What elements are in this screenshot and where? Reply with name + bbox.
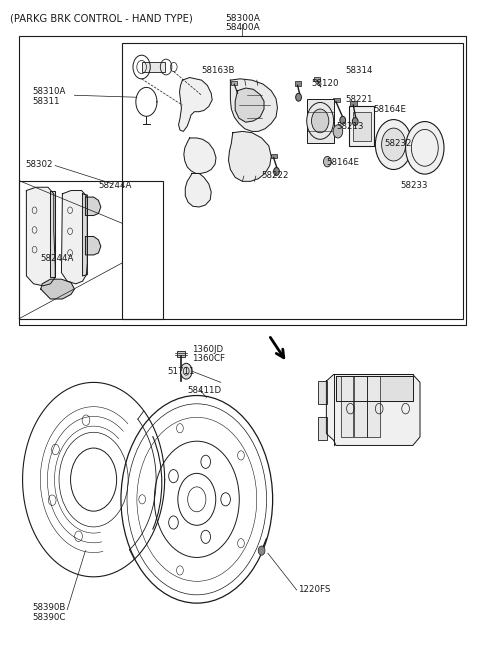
Text: 58222: 58222: [262, 171, 289, 180]
Text: 58244A: 58244A: [98, 181, 132, 190]
Text: 58314: 58314: [346, 66, 373, 75]
Circle shape: [352, 118, 358, 125]
Bar: [122, 43, 463, 319]
Circle shape: [340, 116, 346, 124]
Polygon shape: [61, 191, 87, 284]
Bar: [318, 417, 327, 440]
Circle shape: [382, 128, 406, 161]
Polygon shape: [336, 376, 413, 401]
Bar: [19, 36, 466, 325]
Polygon shape: [184, 138, 216, 173]
Text: 58244A: 58244A: [41, 254, 74, 263]
Circle shape: [324, 156, 331, 167]
Bar: [142, 62, 165, 72]
Bar: [271, 154, 277, 158]
Bar: [333, 98, 340, 102]
Text: 58302: 58302: [25, 160, 52, 169]
FancyBboxPatch shape: [177, 351, 185, 357]
Text: 58213: 58213: [336, 122, 363, 131]
Text: 58390C: 58390C: [33, 613, 66, 622]
Polygon shape: [26, 187, 55, 286]
Polygon shape: [179, 78, 212, 131]
Bar: [349, 106, 374, 146]
Polygon shape: [85, 237, 101, 255]
Bar: [350, 101, 357, 106]
Text: (PARKG BRK CONTROL - HAND TYPE): (PARKG BRK CONTROL - HAND TYPE): [10, 13, 192, 24]
Text: 58221: 58221: [346, 95, 373, 104]
Text: 51711: 51711: [167, 367, 194, 376]
Bar: [314, 77, 320, 81]
Circle shape: [258, 546, 265, 555]
Text: 58390B: 58390B: [33, 603, 66, 612]
Text: 58163B: 58163B: [202, 66, 235, 75]
Polygon shape: [83, 194, 87, 276]
Text: 58233: 58233: [401, 181, 428, 190]
Text: 58411D: 58411D: [187, 386, 221, 396]
Polygon shape: [185, 173, 211, 207]
Bar: [353, 112, 371, 141]
Polygon shape: [235, 88, 264, 122]
Text: 58400A: 58400A: [225, 23, 260, 32]
Text: 1360CF: 1360CF: [192, 354, 225, 363]
Text: 1360JD: 1360JD: [192, 345, 223, 354]
Polygon shape: [230, 79, 277, 131]
Bar: [307, 99, 334, 143]
Bar: [318, 381, 327, 404]
Circle shape: [274, 168, 279, 175]
Circle shape: [312, 109, 329, 133]
Polygon shape: [41, 279, 74, 299]
Circle shape: [333, 125, 343, 138]
Circle shape: [180, 363, 192, 379]
Text: 58232: 58232: [384, 139, 411, 148]
Circle shape: [375, 120, 412, 170]
Text: 58311: 58311: [33, 97, 60, 106]
Text: 58310A: 58310A: [33, 87, 66, 97]
Text: 58120: 58120: [311, 79, 338, 88]
Polygon shape: [228, 131, 271, 181]
Polygon shape: [341, 376, 353, 437]
Bar: [19, 181, 163, 319]
Circle shape: [406, 122, 444, 174]
Text: 58164E: 58164E: [326, 158, 360, 168]
Bar: [231, 81, 237, 85]
Circle shape: [296, 93, 301, 101]
Text: 1220FS: 1220FS: [298, 585, 330, 595]
Polygon shape: [354, 376, 367, 437]
Text: 58164E: 58164E: [373, 105, 407, 114]
Polygon shape: [85, 197, 101, 215]
Polygon shape: [50, 191, 55, 277]
Polygon shape: [367, 376, 380, 437]
Polygon shape: [326, 374, 420, 445]
Circle shape: [307, 102, 334, 139]
Bar: [295, 81, 301, 86]
Text: 58300A: 58300A: [225, 14, 260, 23]
